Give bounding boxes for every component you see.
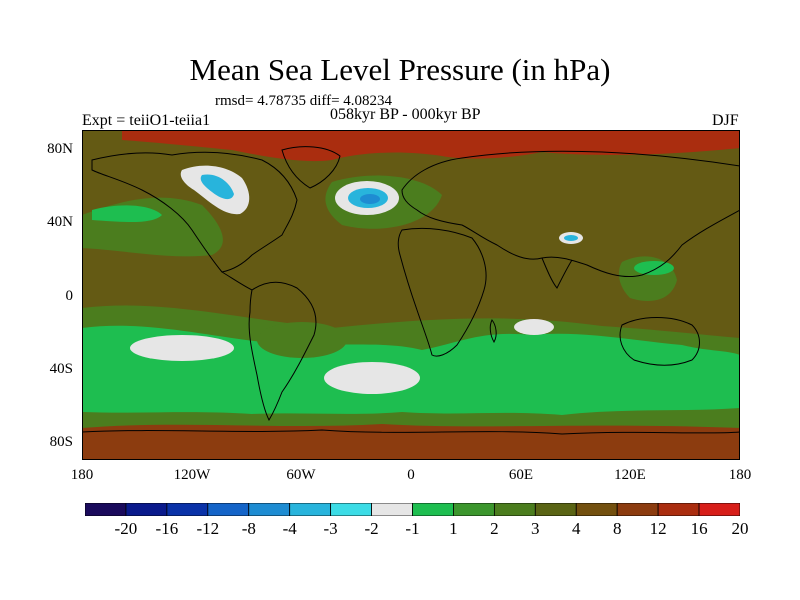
lat-label-40n: 40N bbox=[47, 214, 73, 230]
africa-coast bbox=[397, 227, 487, 357]
lon-label-120w: 120W bbox=[173, 467, 211, 483]
north-atlantic-deep-core bbox=[360, 194, 380, 204]
australia-coast bbox=[619, 317, 700, 366]
colorbar-swatch bbox=[534, 503, 577, 516]
map-frame bbox=[82, 130, 740, 460]
colorbar-tick-label: -8 bbox=[241, 519, 256, 538]
lat-label-equator: 0 bbox=[65, 288, 74, 304]
colorbar-swatch bbox=[698, 503, 740, 516]
colorbar-tick-label: -1 bbox=[405, 519, 420, 538]
colorbar-tick-label: 1 bbox=[449, 519, 458, 538]
colorbar-swatch bbox=[453, 503, 495, 516]
colorbar-swatch bbox=[371, 503, 413, 516]
colorbar-swatch bbox=[85, 503, 127, 516]
colorbar-tick-label: -12 bbox=[196, 519, 220, 538]
season-label: DJF bbox=[712, 112, 739, 129]
colorbar-tick-label: -20 bbox=[114, 519, 138, 538]
lat-label-80s: 80S bbox=[49, 434, 73, 450]
experiment-label: Expt = teiiO1-teiia1 bbox=[82, 112, 211, 129]
lat-label-80n: 80N bbox=[47, 141, 73, 157]
south-america-coast bbox=[248, 281, 317, 422]
colorbar-swatch bbox=[493, 503, 536, 516]
colorbar-swatch bbox=[412, 503, 454, 516]
eurasia-coast bbox=[401, 150, 740, 278]
north-america-core bbox=[200, 174, 234, 200]
colorbar-swatch bbox=[289, 503, 332, 516]
colorbar-tick-label: 12 bbox=[649, 519, 667, 538]
lon-label-60e: 60E bbox=[508, 467, 534, 483]
india-coast bbox=[541, 257, 573, 289]
colorbar-tick-label: -2 bbox=[364, 519, 379, 538]
lon-label-180w: 180 bbox=[70, 467, 94, 483]
colorbar-tick-label: -16 bbox=[155, 519, 179, 538]
colorbar-swatch bbox=[166, 503, 209, 516]
colorbar-tick-label: 2 bbox=[490, 519, 499, 538]
period-label: 058kyr BP - 000kyr BP bbox=[330, 106, 481, 123]
colorbar-swatch bbox=[330, 503, 372, 516]
colorbar-tick-label: -3 bbox=[323, 519, 338, 538]
arctic-high bbox=[122, 130, 740, 162]
west-pacific-green bbox=[634, 261, 674, 275]
central-america-coast bbox=[221, 271, 253, 291]
south-pacific-anomaly bbox=[130, 335, 234, 361]
colorbar-swatch bbox=[616, 503, 659, 516]
coastlines bbox=[82, 146, 740, 435]
antarctica-coast bbox=[82, 429, 740, 435]
north-pacific-green bbox=[92, 205, 162, 223]
lon-label-180e: 180 bbox=[728, 467, 752, 483]
tibet-core bbox=[564, 235, 578, 241]
colorbar bbox=[85, 503, 740, 516]
colorbar-tick-label: 8 bbox=[612, 519, 622, 538]
lon-label-0: 0 bbox=[407, 467, 415, 483]
colorbar-swatch bbox=[575, 503, 618, 516]
south-atlantic-anomaly bbox=[324, 362, 420, 394]
lon-label-60w: 60W bbox=[286, 467, 316, 483]
colorbar-tick-label: 16 bbox=[690, 519, 708, 538]
colorbar-swatch bbox=[657, 503, 700, 516]
pressure-anomaly-map bbox=[82, 130, 740, 460]
lon-label-120e: 120E bbox=[614, 467, 646, 483]
colorbar-tick-label: 4 bbox=[572, 519, 581, 538]
north-america-coast bbox=[91, 151, 298, 273]
indian-ocean-anomaly bbox=[514, 319, 554, 335]
colorbar-swatch bbox=[207, 503, 250, 516]
colorbar-swatch bbox=[248, 503, 291, 516]
antarctic-band bbox=[82, 424, 740, 460]
colorbar-tick-label: -4 bbox=[282, 519, 297, 538]
south-atlantic-mid bbox=[257, 322, 347, 358]
madagascar-coast bbox=[489, 319, 497, 344]
map-title: Mean Sea Level Pressure (in hPa) bbox=[189, 52, 611, 87]
lat-label-40s: 40S bbox=[49, 361, 73, 377]
colorbar-tick-label: 3 bbox=[531, 519, 540, 538]
colorbar-swatch bbox=[125, 503, 168, 516]
greenland-coast bbox=[281, 146, 341, 189]
colorbar-tick-label: 20 bbox=[731, 519, 749, 538]
stats-label: rmsd= 4.78735 diff= 4.08234 bbox=[215, 93, 393, 109]
